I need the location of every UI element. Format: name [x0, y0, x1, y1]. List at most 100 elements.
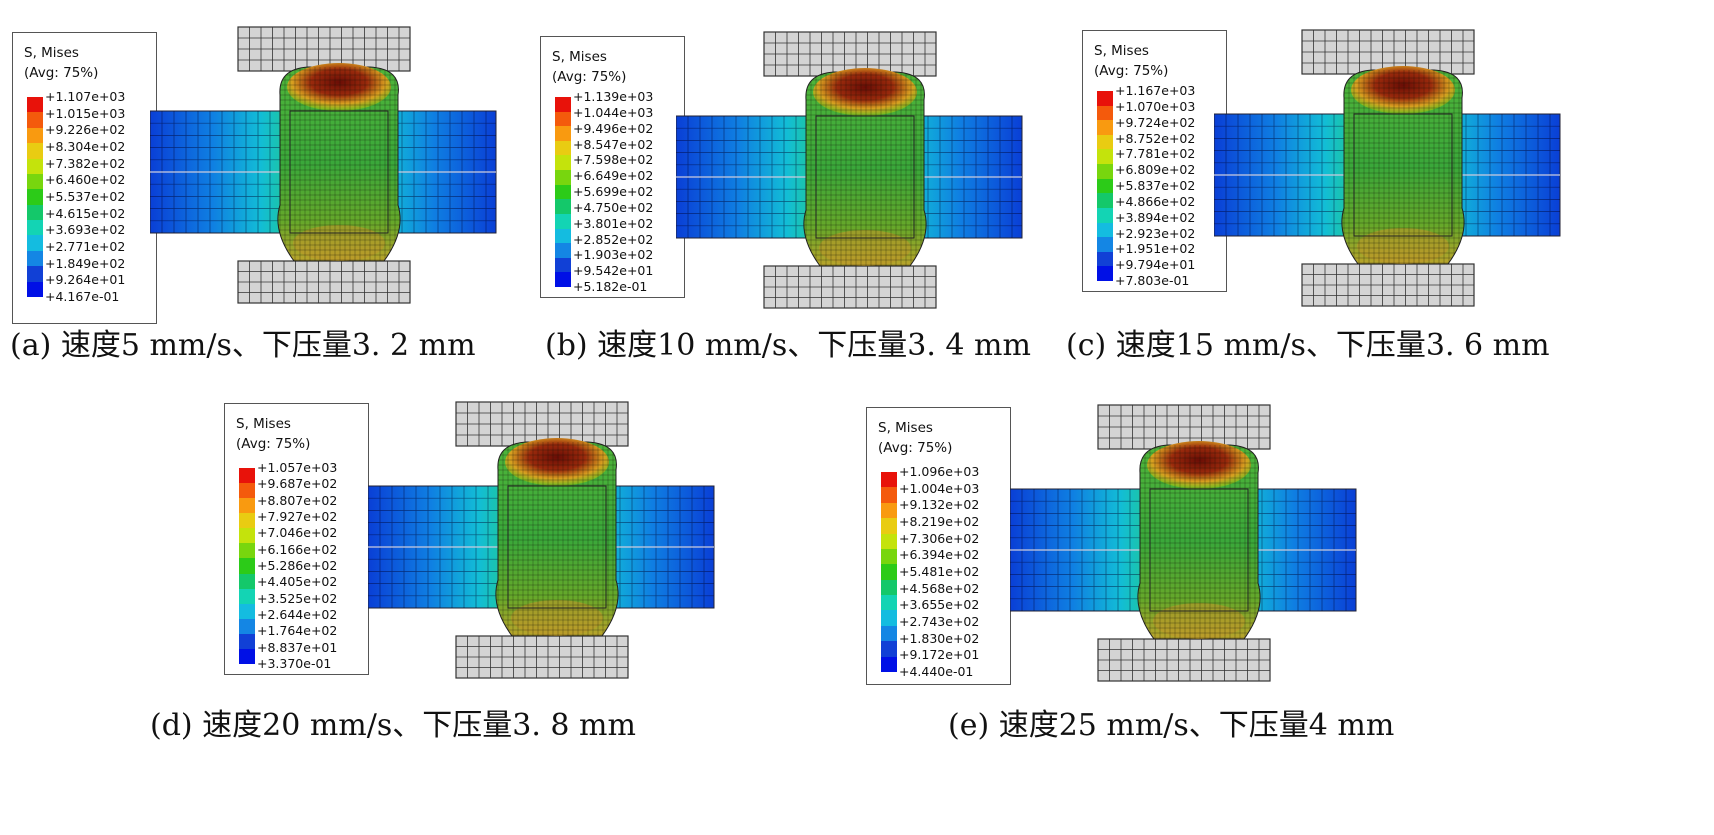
legend-value: +9.226e+02: [45, 122, 126, 138]
legend-title-line2: (Avg: 75%): [236, 436, 311, 452]
legend-color-band: [1097, 178, 1113, 194]
mesh-lines: [764, 32, 936, 76]
legend-color-band: [555, 111, 571, 127]
legend-value: +5.481e+02: [899, 564, 980, 579]
legend-value: +1.015e+03: [45, 105, 126, 121]
legend-value: +1.096e+03: [899, 464, 980, 479]
legend-scale: +1.107e+03 +1.015e+03 +9.226e+02 +8.304e+02…: [13, 90, 158, 304]
legend-value: +2.743e+02: [899, 614, 980, 629]
legend-value: +3.525e+02: [257, 590, 338, 606]
legend-color-band: [1097, 251, 1113, 267]
mesh-lines: [238, 27, 410, 71]
legend-color-band: [239, 573, 255, 590]
fe-model: [1214, 28, 1614, 328]
legend-value: +7.927e+02: [257, 509, 338, 524]
legend-color-band: [555, 140, 571, 156]
legend-color-band: [27, 189, 43, 206]
legend-box: S, Mises (Avg: 75%) +1.107e+03 +1.015e+03…: [12, 32, 157, 324]
mesh-lines: [1098, 639, 1270, 681]
legend-title: S, Mises (Avg: 75%): [878, 418, 952, 458]
fe-model: [1010, 403, 1410, 703]
legend-color-band: [239, 468, 255, 484]
mesh-lines: [1302, 30, 1474, 74]
legend-color-band: [1097, 237, 1113, 253]
legend-box: S, Mises (Avg: 75%) +1.057e+03 +9.687e+02…: [224, 403, 369, 675]
mesh-lines: [238, 261, 410, 303]
legend-color-band: [1097, 149, 1113, 165]
mesh-lines: [1137, 445, 1261, 639]
legend-color-band: [555, 97, 571, 113]
legend-color-band: [239, 543, 255, 559]
legend-scale: +1.167e+03 +1.070e+03 +9.724e+02 +8.752e+02…: [1083, 84, 1228, 288]
legend-value: +1.107e+03: [45, 89, 126, 104]
mesh-lines: [1302, 264, 1474, 306]
legend-value: +4.167e-01: [45, 289, 120, 304]
legend-value: +1.070e+03: [1115, 98, 1196, 114]
legend-value: +2.923e+02: [1115, 225, 1196, 241]
legend-value: +4.866e+02: [1115, 193, 1196, 209]
legend-value: +4.615e+02: [45, 205, 126, 221]
legend-value: +9.264e+01: [45, 272, 126, 288]
legend-value: +9.542e+01: [573, 263, 654, 279]
legend-value: +5.537e+02: [45, 189, 126, 204]
legend-title-line2: (Avg: 75%): [552, 69, 627, 85]
mesh-lines: [456, 402, 628, 446]
legend-title-line1: S, Mises: [1094, 43, 1149, 59]
legend-color-band: [881, 533, 897, 550]
top-anvil: [455, 401, 629, 447]
legend-color-band: [27, 235, 43, 252]
legend-value: +5.699e+02: [573, 184, 654, 199]
legend-color-band: [239, 528, 255, 544]
legend-value: +6.166e+02: [257, 541, 338, 557]
mesh-lines: [764, 266, 936, 308]
legend-value: +1.044e+03: [573, 104, 654, 120]
legend-value: +3.801e+02: [573, 215, 654, 231]
legend-title-line1: S, Mises: [24, 45, 79, 61]
legend-scale: +1.057e+03 +9.687e+02 +8.807e+02 +7.927e+02…: [225, 461, 370, 671]
legend-color-band: [881, 610, 897, 627]
legend-title: S, Mises (Avg: 75%): [24, 43, 98, 83]
legend-color-band: [555, 213, 571, 230]
legend-value: +9.687e+02: [257, 476, 338, 492]
legend-title-line2: (Avg: 75%): [24, 65, 99, 81]
legend-color-band: [881, 564, 897, 581]
legend-color-band: [27, 112, 43, 129]
bottom-anvil: [1301, 263, 1475, 307]
legend-title-line2: (Avg: 75%): [878, 440, 953, 456]
legend-color-band: [27, 281, 43, 298]
legend-color-band: [1097, 193, 1113, 209]
legend-value: +7.781e+02: [1115, 146, 1196, 162]
legend-color-band: [555, 126, 571, 142]
legend-scale: +1.096e+03 +1.004e+03 +9.132e+02 +8.219e+02…: [867, 465, 1012, 679]
legend-value: +8.304e+02: [45, 139, 126, 154]
legend-color-band: [27, 158, 43, 175]
legend-title: S, Mises (Avg: 75%): [1094, 41, 1168, 81]
legend-value: +2.852e+02: [573, 231, 654, 247]
legend-value: +4.440e-01: [899, 664, 974, 679]
legend-color-band: [881, 579, 897, 596]
legend-color-band: [555, 170, 571, 186]
legend-value: +1.764e+02: [257, 623, 338, 639]
legend-value: +3.370e-01: [257, 656, 332, 671]
legend-box: S, Mises (Avg: 75%) +1.096e+03 +1.004e+03…: [866, 407, 1011, 685]
legend-value: +6.649e+02: [573, 168, 654, 184]
legend-title: S, Mises (Avg: 75%): [552, 47, 626, 87]
legend-value: +3.693e+02: [45, 222, 126, 238]
top-anvil: [1097, 404, 1271, 450]
legend-value: +6.809e+02: [1115, 162, 1196, 178]
legend-color-band: [27, 143, 43, 160]
fe-model-svg: [368, 401, 715, 679]
mesh-lines: [456, 636, 628, 678]
legend-color-band: [881, 656, 897, 673]
legend-value: +4.568e+02: [899, 580, 980, 596]
mesh-lines: [1098, 405, 1270, 449]
legend-color-band: [27, 266, 43, 283]
fe-model-svg: [1214, 29, 1561, 307]
legend-value: +8.219e+02: [899, 514, 980, 529]
legend-color-band: [27, 173, 43, 190]
legend-value: +6.394e+02: [899, 547, 980, 563]
legend-value: +1.830e+02: [899, 630, 980, 646]
legend-color-band: [881, 487, 897, 504]
top-anvil: [763, 31, 937, 77]
